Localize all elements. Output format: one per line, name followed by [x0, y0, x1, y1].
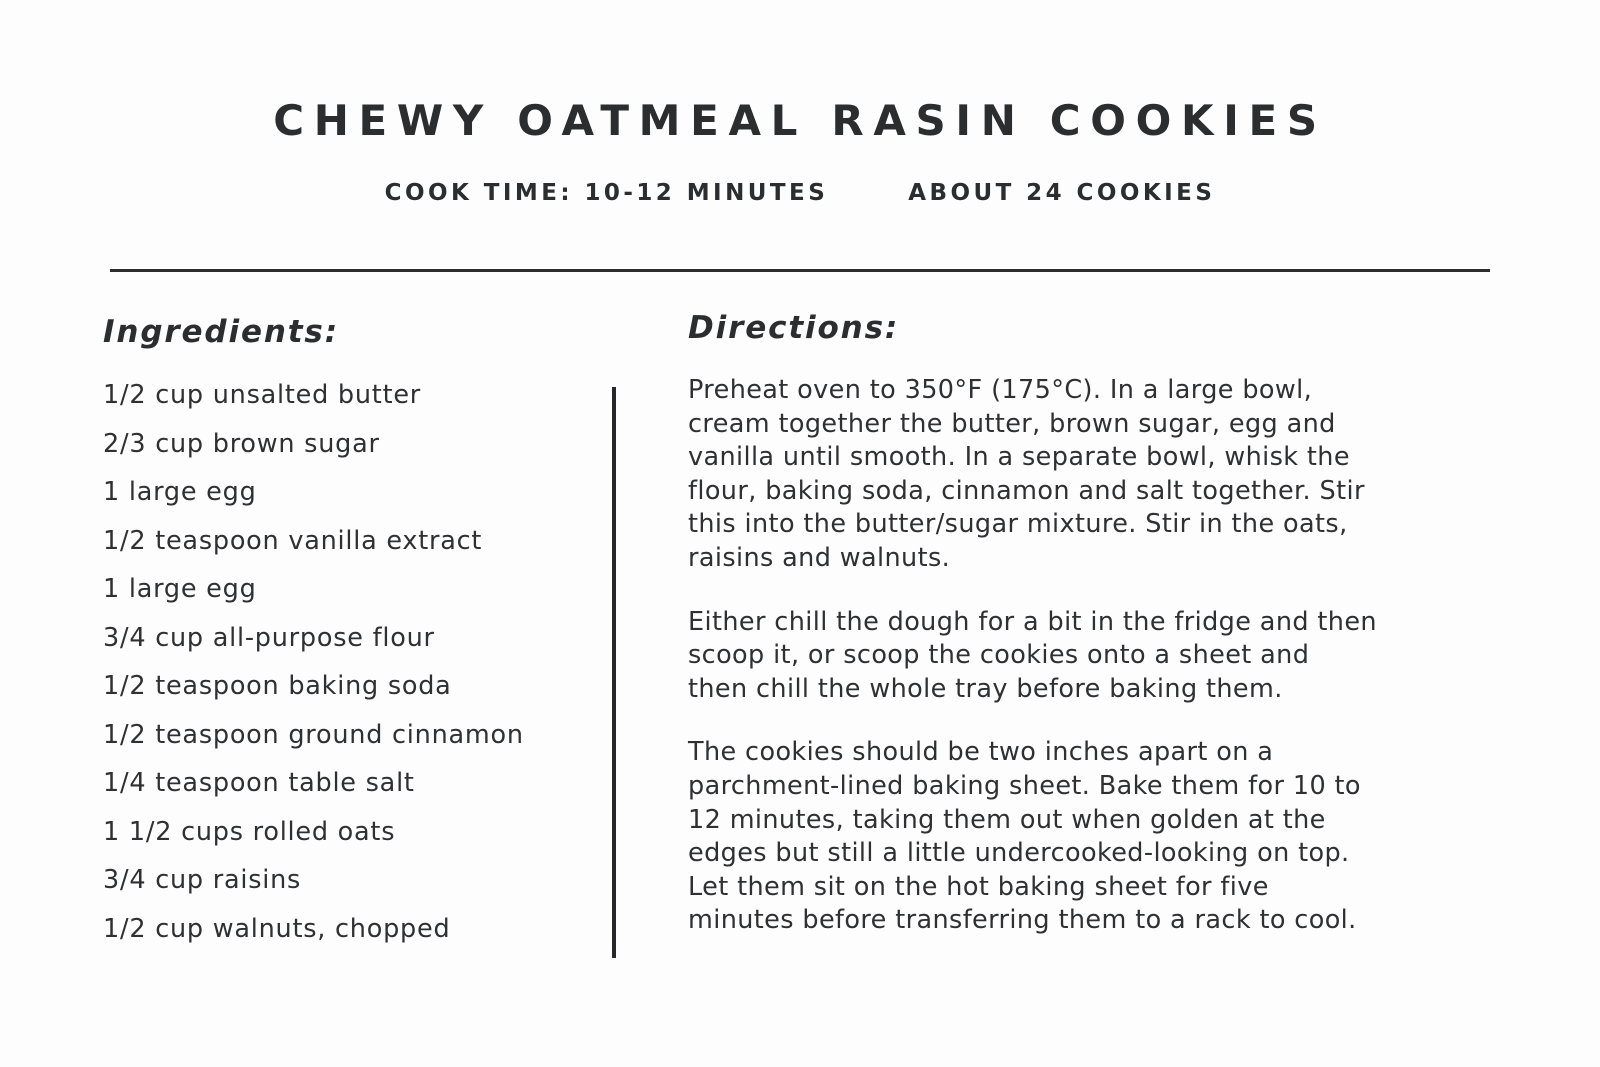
- column-divider: [612, 387, 616, 958]
- ingredient-item: 1 large egg: [103, 574, 257, 604]
- yield-label: ABOUT 24 COOKIES: [908, 180, 1216, 206]
- horizontal-divider: [110, 269, 1490, 272]
- directions-paragraph: Preheat oven to 350°F (175°C). In a larg…: [688, 375, 1365, 573]
- page-title: CHEWY OATMEAL RASIN COOKIES: [273, 96, 1327, 145]
- recipe-meta: COOK TIME: 10-12 MINUTES ABOUT 24 COOKIE…: [0, 180, 1600, 206]
- ingredient-item: 3/4 cup all-purpose flour: [103, 622, 435, 653]
- ingredient-item: 1/4 teaspoon table salt: [103, 768, 415, 798]
- ingredient-item: 1/2 cup walnuts, chopped: [103, 913, 451, 944]
- cook-time-label: COOK TIME: 10-12 MINUTES: [384, 180, 829, 206]
- ingredient-item: 1 large egg: [103, 477, 257, 507]
- directions-paragraph: Either chill the dough for a bit in the …: [688, 606, 1377, 704]
- ingredient-item: 1 1/2 cups rolled oats: [103, 816, 396, 847]
- directions-paragraph: The cookies should be two inches apart o…: [688, 737, 1361, 936]
- ingredient-item: 2/3 cup brown sugar: [103, 428, 380, 459]
- directions-heading: Directions:: [688, 310, 900, 346]
- directions-text: Preheat oven to 350°F (175°C). In a larg…: [688, 374, 1498, 968]
- ingredients-heading: Ingredients:: [103, 314, 340, 350]
- ingredient-item: 1/2 teaspoon baking soda: [103, 671, 452, 701]
- ingredient-item: 3/4 cup raisins: [103, 865, 302, 895]
- ingredient-item: 1/2 teaspoon vanilla extract: [103, 525, 483, 556]
- ingredient-item: 1/2 cup unsalted butter: [103, 380, 422, 410]
- ingredients-list: 1/2 cup unsalted butter 2/3 cup brown su…: [103, 371, 573, 953]
- ingredient-item: 1/2 teaspoon ground cinnamon: [103, 719, 524, 750]
